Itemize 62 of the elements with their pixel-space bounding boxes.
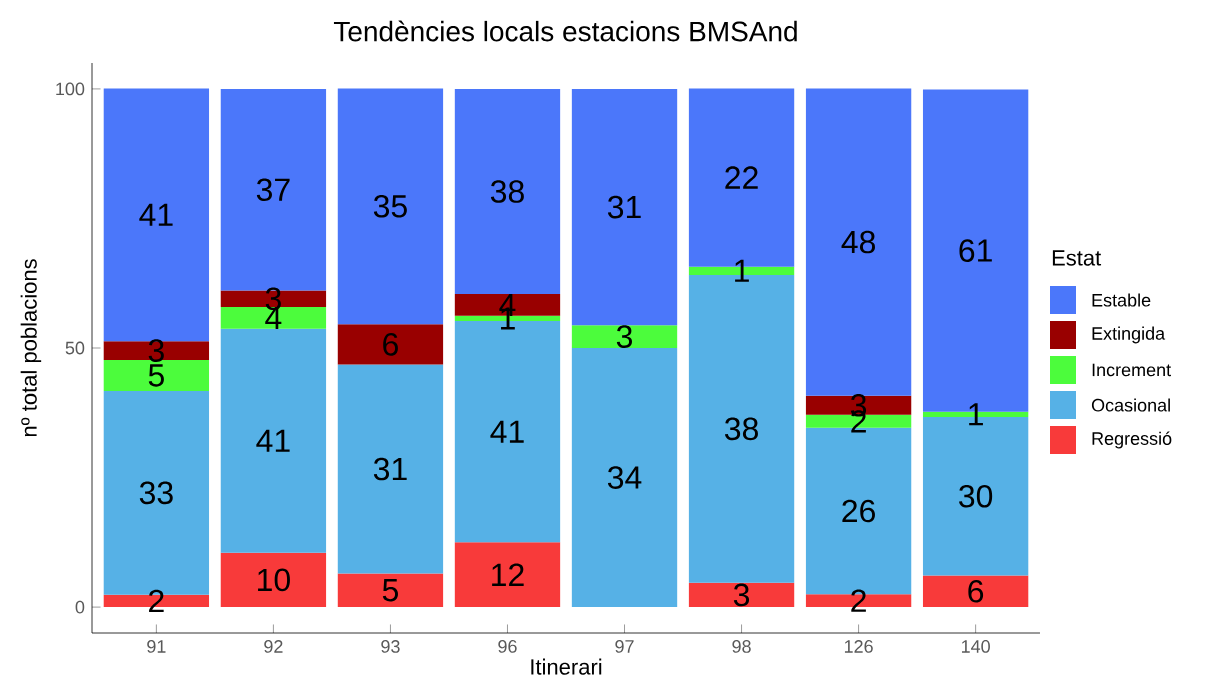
bar (571, 88, 678, 326)
annotation: 6 (383, 333, 398, 356)
x-tick-label: 93 (381, 640, 400, 653)
legend-label: Regressió (1092, 431, 1172, 449)
bar (220, 552, 327, 608)
legend-label: Increment (1092, 363, 1171, 377)
annotation: 41 (139, 203, 173, 226)
annotation: 22 (725, 166, 758, 189)
x-tick-label: 140 (961, 640, 990, 653)
bar (337, 573, 444, 608)
legend-title: Estat (1052, 250, 1102, 266)
annotation: 5 (148, 364, 164, 387)
x-axis-title: Itinerari (531, 658, 602, 675)
bar (571, 325, 678, 348)
annotation: 6 (968, 579, 984, 603)
annotation: 41 (490, 420, 524, 443)
annotation: 26 (842, 499, 875, 523)
annotation: 30 (959, 484, 993, 508)
bar (454, 542, 561, 608)
annotation: 3 (616, 325, 632, 348)
legend-label: Ocasional (1091, 398, 1170, 412)
annotation: 48 (841, 230, 875, 254)
chart-title: Tendències locals estacions BMSAnd (333, 20, 797, 42)
annotation: 61 (959, 239, 992, 262)
bar (337, 88, 444, 325)
bar (337, 324, 444, 365)
bar (922, 575, 1029, 608)
bar (103, 341, 210, 360)
annotation: 12 (492, 563, 524, 586)
annotation: 5 (382, 579, 398, 602)
y-tick-label: 0 (75, 600, 85, 614)
annotation: 10 (258, 568, 290, 592)
x-tick-label: 97 (615, 640, 634, 653)
y-tick-label: 50 (65, 341, 85, 355)
annotation: 38 (724, 417, 758, 441)
bar (454, 88, 561, 295)
x-tick-label: 92 (264, 640, 283, 653)
x-tick-label: 96 (498, 640, 517, 653)
annotation: 35 (373, 194, 407, 218)
annotation: 3 (148, 339, 164, 362)
bar (571, 348, 678, 608)
y-axis-title: nº total poblacions (20, 259, 42, 437)
x-tick-label: 91 (147, 640, 166, 653)
annotation: 41 (256, 429, 290, 452)
x-tick-label: 98 (732, 640, 751, 653)
bar (337, 364, 444, 574)
x-tick-label: 126 (844, 640, 873, 653)
bar (220, 328, 327, 553)
bar (805, 88, 912, 396)
legend-label: Extingida (1092, 326, 1166, 344)
legend-label: Estable (1092, 293, 1151, 307)
annotation: 2 (851, 589, 866, 612)
annotation: 31 (373, 457, 407, 481)
bar (688, 582, 795, 608)
annotation: 33 (139, 481, 173, 505)
annotation: 31 (607, 195, 641, 219)
y-tick-label: 100 (56, 82, 85, 96)
annotation: 37 (256, 178, 290, 202)
annotation: 2 (149, 589, 164, 613)
annotation: 38 (490, 180, 524, 203)
annotation: 3 (733, 583, 750, 607)
annotation: 34 (607, 466, 642, 489)
